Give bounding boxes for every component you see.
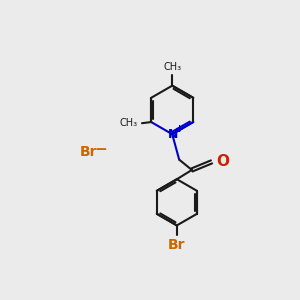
Text: Br: Br — [168, 238, 186, 252]
Text: +: + — [175, 124, 184, 134]
Text: Br: Br — [80, 145, 97, 158]
Text: CH₃: CH₃ — [119, 118, 137, 128]
Text: N: N — [168, 128, 178, 141]
Text: −: − — [94, 142, 107, 157]
Text: CH₃: CH₃ — [163, 62, 181, 72]
Text: O: O — [216, 154, 229, 169]
